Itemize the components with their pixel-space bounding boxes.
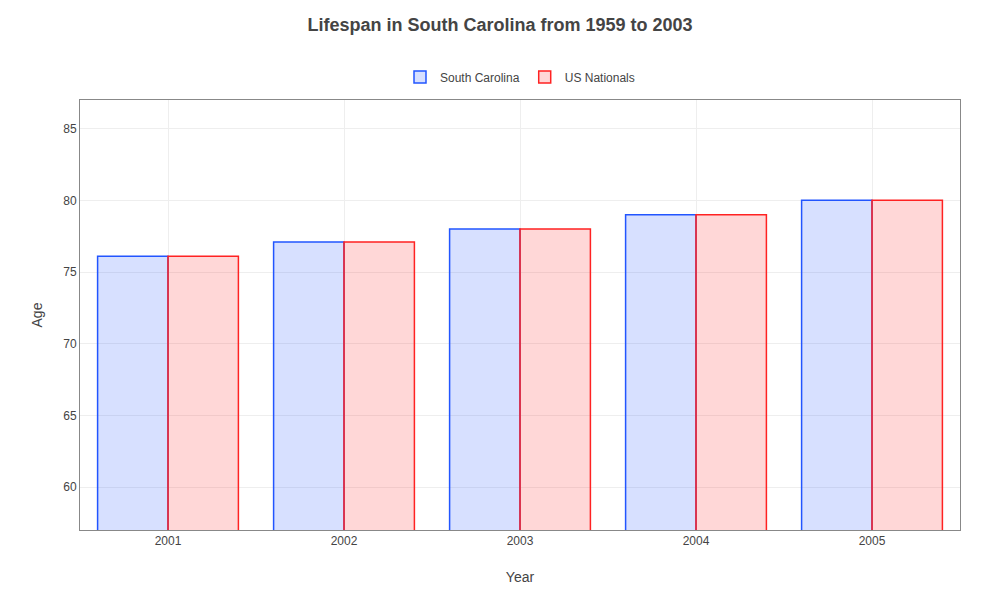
- svg-text:65: 65: [63, 409, 77, 423]
- svg-text:80: 80: [63, 194, 77, 208]
- svg-text:Age: Age: [29, 302, 45, 327]
- svg-text:Lifespan in South Carolina fro: Lifespan in South Carolina from 1959 to …: [307, 15, 692, 35]
- svg-text:2002: 2002: [331, 534, 358, 548]
- svg-text:Year: Year: [506, 569, 535, 585]
- svg-text:60: 60: [63, 480, 77, 494]
- svg-text:2001: 2001: [155, 534, 182, 548]
- svg-text:2005: 2005: [859, 534, 886, 548]
- svg-text:US Nationals: US Nationals: [565, 71, 635, 85]
- svg-text:75: 75: [63, 265, 77, 279]
- svg-text:South Carolina: South Carolina: [440, 71, 520, 85]
- svg-text:2003: 2003: [507, 534, 534, 548]
- svg-text:70: 70: [63, 337, 77, 351]
- svg-text:85: 85: [63, 122, 77, 136]
- svg-text:2004: 2004: [683, 534, 710, 548]
